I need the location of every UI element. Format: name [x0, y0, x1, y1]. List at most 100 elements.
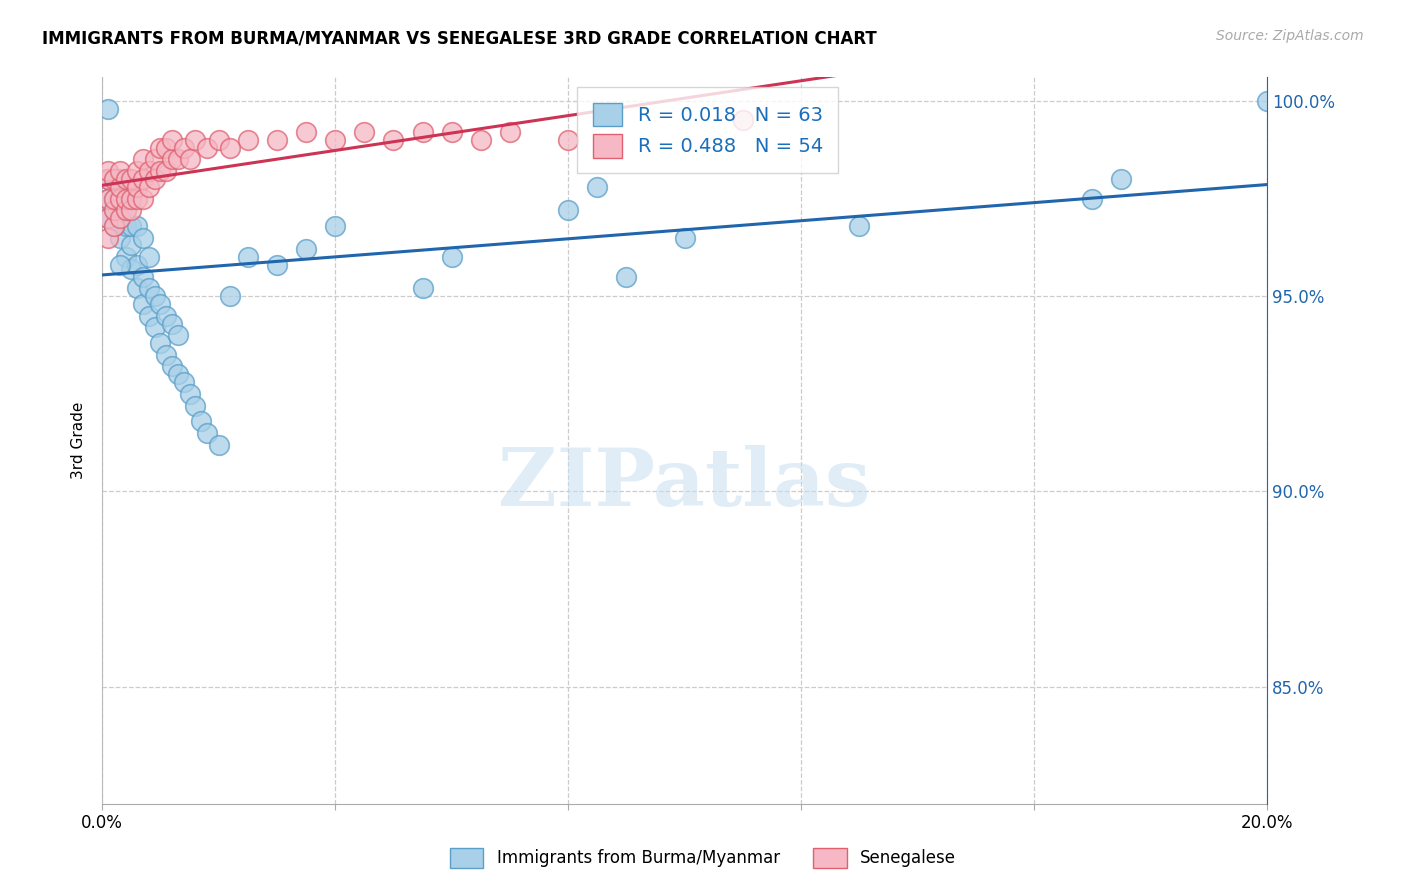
- Point: [138, 309, 160, 323]
- Point: [208, 437, 231, 451]
- Point: [160, 359, 183, 374]
- Point: [97, 211, 120, 225]
- Y-axis label: 3rd Grade: 3rd Grade: [72, 402, 86, 479]
- Text: IMMIGRANTS FROM BURMA/MYANMAR VS SENEGALESE 3RD GRADE CORRELATION CHART: IMMIGRANTS FROM BURMA/MYANMAR VS SENEGAL…: [42, 29, 877, 47]
- Point: [114, 172, 136, 186]
- Point: [127, 258, 149, 272]
- Point: [1256, 94, 1278, 108]
- Point: [184, 133, 207, 147]
- Point: [108, 192, 131, 206]
- Point: [120, 192, 142, 206]
- Point: [219, 289, 242, 303]
- Point: [132, 297, 155, 311]
- Point: [149, 164, 172, 178]
- Point: [114, 203, 136, 218]
- Point: [127, 192, 149, 206]
- Point: [411, 281, 433, 295]
- Point: [127, 164, 149, 178]
- Point: [120, 219, 142, 233]
- Point: [143, 320, 166, 334]
- Point: [108, 179, 131, 194]
- Point: [731, 113, 754, 128]
- Point: [103, 172, 125, 186]
- Point: [108, 164, 131, 178]
- Point: [179, 153, 201, 167]
- Point: [103, 192, 125, 206]
- Point: [132, 172, 155, 186]
- Point: [614, 269, 637, 284]
- Point: [120, 192, 142, 206]
- Point: [160, 317, 183, 331]
- Point: [108, 179, 131, 194]
- Point: [108, 172, 131, 186]
- Point: [143, 289, 166, 303]
- Point: [557, 203, 579, 218]
- Point: [120, 172, 142, 186]
- Point: [138, 179, 160, 194]
- Point: [155, 164, 177, 178]
- Point: [195, 141, 218, 155]
- Point: [173, 141, 195, 155]
- Point: [138, 250, 160, 264]
- Point: [127, 179, 149, 194]
- Point: [470, 133, 492, 147]
- Point: [586, 179, 609, 194]
- Point: [97, 102, 120, 116]
- Text: ZIPatlas: ZIPatlas: [499, 445, 870, 524]
- Point: [440, 250, 463, 264]
- Point: [236, 250, 259, 264]
- Point: [114, 219, 136, 233]
- Point: [138, 164, 160, 178]
- Point: [138, 281, 160, 295]
- Point: [295, 125, 318, 139]
- Point: [103, 203, 125, 218]
- Point: [1081, 192, 1104, 206]
- Point: [190, 414, 212, 428]
- Point: [155, 309, 177, 323]
- Point: [149, 336, 172, 351]
- Point: [97, 172, 120, 186]
- Point: [120, 203, 142, 218]
- Point: [1111, 172, 1133, 186]
- Point: [266, 133, 288, 147]
- Point: [295, 242, 318, 256]
- Point: [160, 133, 183, 147]
- Point: [132, 230, 155, 244]
- Point: [440, 125, 463, 139]
- Point: [149, 141, 172, 155]
- Point: [143, 153, 166, 167]
- Point: [195, 425, 218, 440]
- Point: [97, 230, 120, 244]
- Point: [353, 125, 375, 139]
- Point: [97, 192, 120, 206]
- Point: [323, 219, 346, 233]
- Point: [155, 141, 177, 155]
- Point: [167, 153, 190, 167]
- Point: [155, 348, 177, 362]
- Point: [149, 297, 172, 311]
- Point: [848, 219, 870, 233]
- Point: [127, 281, 149, 295]
- Point: [208, 133, 231, 147]
- Legend: Immigrants from Burma/Myanmar, Senegalese: Immigrants from Burma/Myanmar, Senegales…: [443, 841, 963, 875]
- Point: [143, 172, 166, 186]
- Point: [108, 192, 131, 206]
- Point: [108, 230, 131, 244]
- Legend: R = 0.018   N = 63, R = 0.488   N = 54: R = 0.018 N = 63, R = 0.488 N = 54: [578, 87, 838, 174]
- Point: [127, 219, 149, 233]
- Text: Source: ZipAtlas.com: Source: ZipAtlas.com: [1216, 29, 1364, 44]
- Point: [103, 219, 125, 233]
- Point: [499, 125, 522, 139]
- Point: [97, 211, 120, 225]
- Point: [120, 261, 142, 276]
- Point: [236, 133, 259, 147]
- Point: [103, 219, 125, 233]
- Point: [132, 153, 155, 167]
- Point: [120, 238, 142, 252]
- Point: [103, 203, 125, 218]
- Point: [114, 203, 136, 218]
- Point: [108, 258, 131, 272]
- Point: [132, 269, 155, 284]
- Point: [132, 192, 155, 206]
- Point: [323, 133, 346, 147]
